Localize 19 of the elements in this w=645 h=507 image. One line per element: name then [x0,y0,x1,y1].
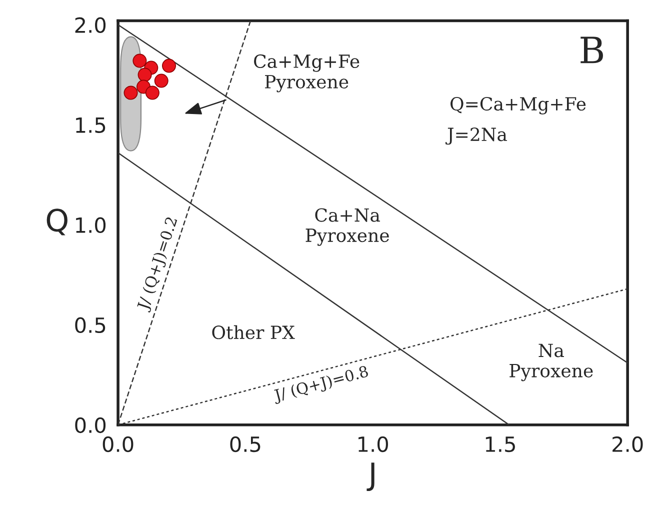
x-tick-label: 2.0 [612,436,643,452]
x-tick-label: 1.0 [358,436,388,452]
annotation: Na Pyroxene [510,344,593,382]
y-tick-label: 0.0 [75,417,106,434]
x-tick-label: 1.5 [486,436,515,452]
y-tick-label: 2.0 [75,17,106,33]
x-tick-label: 0.5 [230,436,260,452]
annotation: Q=Ca+Mg+Fe [450,96,586,114]
y-tick-label: 1.0 [76,217,106,234]
x-tick-label: 0.0 [102,436,134,452]
annotation: Ca+Na Pyroxene [306,208,389,246]
annotation: J=2Na [446,128,507,145]
x-axis-title: J [366,462,374,492]
y-tick-label: 1.5 [76,118,106,134]
annotation: B [580,36,603,64]
annotation: Other PX [212,325,295,340]
y-tick-label: 0.5 [75,317,106,334]
annotation: Ca+Mg+Fe Pyroxene [254,54,360,92]
y-axis-title: Q [46,208,68,236]
